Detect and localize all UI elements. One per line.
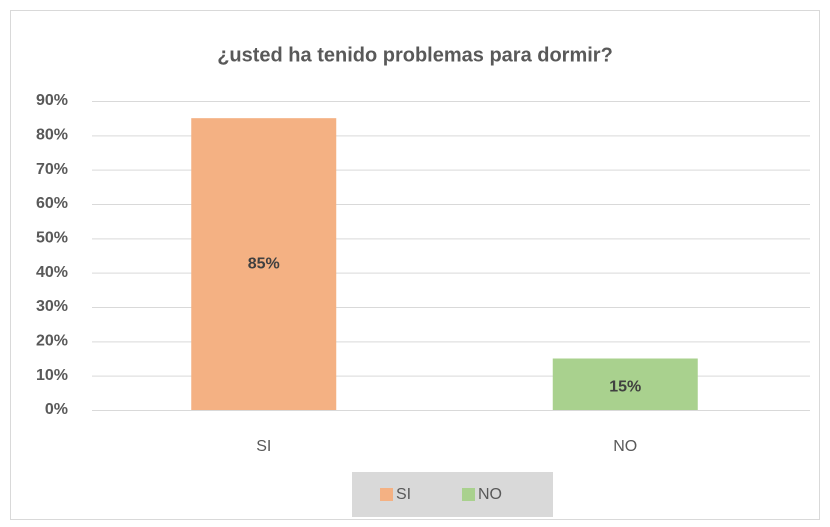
legend-swatch xyxy=(380,488,393,501)
y-tick-label: 60% xyxy=(36,195,68,212)
y-tick-label: 20% xyxy=(36,333,68,350)
y-tick-label: 50% xyxy=(36,230,68,247)
x-tick-label: SI xyxy=(256,438,271,455)
y-tick-label: 70% xyxy=(36,161,68,178)
y-tick-label: 0% xyxy=(45,401,68,418)
y-tick-label: 40% xyxy=(36,264,68,281)
legend-label: SI xyxy=(396,486,411,503)
data-label: 85% xyxy=(248,255,280,272)
chart-frame xyxy=(10,10,820,520)
y-tick-label: 80% xyxy=(36,127,68,144)
data-label: 15% xyxy=(609,378,641,395)
legend-label: NO xyxy=(478,486,502,503)
bar xyxy=(191,118,337,411)
bar xyxy=(552,358,698,410)
legend-swatch xyxy=(462,488,475,501)
chart-title: ¿usted ha tenido problemas para dormir? xyxy=(217,44,613,66)
y-tick-label: 90% xyxy=(36,92,68,109)
x-tick-label: NO xyxy=(613,438,637,455)
y-tick-label: 30% xyxy=(36,298,68,315)
y-tick-label: 10% xyxy=(36,367,68,384)
